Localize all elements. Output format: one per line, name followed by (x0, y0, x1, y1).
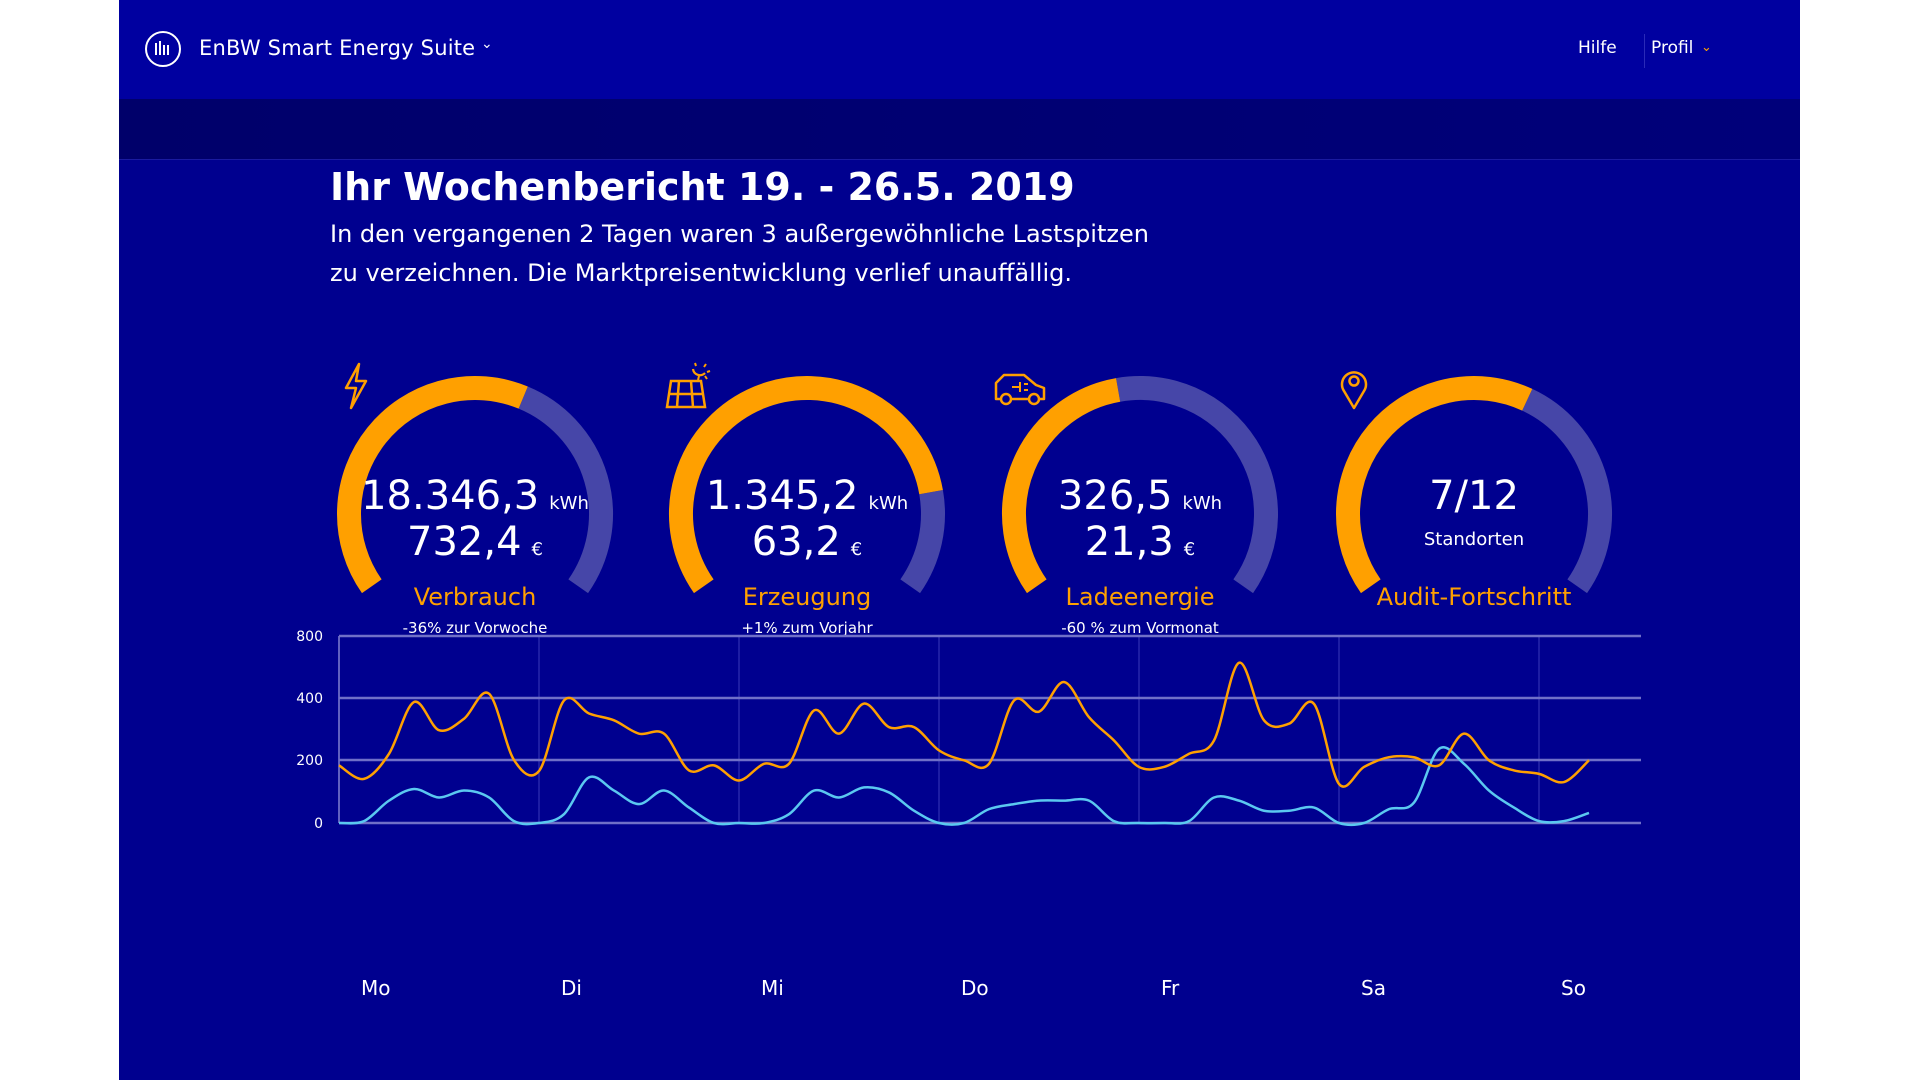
x-tick-label: So (1561, 976, 1586, 1000)
gauge-track (900, 490, 945, 594)
gauge-fill (1002, 378, 1121, 594)
gauge-fill (1336, 376, 1533, 594)
gauge-ladeenergie[interactable]: 326,5 kWh 21,3 € Ladeenergie -60 % zum Vor… (990, 361, 1290, 701)
gauge-fill (669, 376, 943, 594)
lightning-icon (344, 362, 368, 410)
gauge-fill (337, 376, 528, 594)
gauge-label: Ladeenergie (1065, 583, 1215, 611)
gauge-label: Audit-Fortschritt (1376, 583, 1572, 611)
summary-line: zu verzeichnen. Die Marktpreisentwicklun… (330, 259, 1072, 287)
profile-menu[interactable]: Profil (1651, 38, 1694, 58)
energy-value: 1.345,2 kWh (705, 473, 909, 519)
gauge-arc (337, 376, 613, 594)
summary-line: In den vergangenen 2 Tagen waren 3 außer… (330, 220, 1149, 248)
x-tick-label: Sa (1361, 976, 1386, 1000)
solar-panel-icon (665, 362, 711, 409)
chevron-down-icon[interactable]: ⌄ (481, 36, 493, 52)
x-tick-label: Fr (1161, 976, 1180, 1000)
gauge-erzeugung[interactable]: 1.345,2 kWh 63,2 € Erzeugung +1% zum Vorja… (657, 361, 957, 701)
energy-value: 326,5 kWh (1057, 473, 1223, 519)
x-tick-label: Di (561, 976, 582, 1000)
series-line-0 (338, 661, 1590, 788)
gauge-label: Verbrauch (413, 583, 537, 611)
gauge-change: +1% zum Vorjahr (741, 619, 873, 637)
gauge-change: -36% zur Vorwoche (402, 619, 548, 637)
gauge-track (518, 386, 613, 594)
app-switcher[interactable]: EnBW Smart Energy Suite (199, 36, 476, 60)
y-tick-label: 0 (314, 816, 323, 832)
top-navbar: EnBW Smart Energy Suite ⌄ Hilfe Profil ⌄ (119, 0, 1800, 99)
gauge-arc (1336, 376, 1612, 594)
y-tick-label: 200 (296, 753, 323, 769)
location-pin-icon (1340, 371, 1368, 410)
enbw-logo-icon[interactable] (144, 30, 182, 68)
gauge-verbrauch[interactable]: 18.346,3 kWh 732,4 € Verbrauch -36% zur Vo… (325, 361, 625, 701)
gauge-audit[interactable]: 7/12 Standorten Audit-Fortschritt (1324, 361, 1624, 701)
y-tick-label: 400 (296, 691, 323, 707)
subheader-band (119, 99, 1800, 160)
x-tick-label: Do (961, 976, 989, 1000)
chevron-down-icon[interactable]: ⌄ (1701, 40, 1712, 55)
series-line-1 (338, 746, 1590, 827)
audit-progress-value: 7/12 (1429, 473, 1519, 519)
report-summary: In den vergangenen 2 Tagen waren 3 außer… (330, 215, 1230, 293)
y-tick-label: 800 (296, 629, 323, 645)
cost-value: 732,4 € (407, 519, 543, 565)
gauge-change: -60 % zum Vormonat (1061, 619, 1219, 637)
x-tick-label: Mi (761, 976, 784, 1000)
electric-car-icon (994, 373, 1046, 406)
app-frame: EnBW Smart Energy Suite ⌄ Hilfe Profil ⌄… (119, 0, 1800, 1080)
help-link[interactable]: Hilfe (1578, 38, 1617, 58)
gauge-label: Erzeugung (742, 583, 872, 611)
page-title: Ihr Wochenbericht 19. - 26.5. 2019 (330, 165, 1075, 209)
cost-value: 63,2 € (751, 519, 863, 565)
energy-value: 18.346,3 kWh (361, 473, 589, 519)
gauge-track (1116, 376, 1278, 594)
cost-value: 21,3 € (1084, 519, 1196, 565)
audit-progress-unit: Standorten (1423, 529, 1525, 550)
x-tick-label: Mo (361, 976, 391, 1000)
load-chart: 0 200 400 800 Mo Di Mi Do Fr Sa So (296, 629, 1641, 1000)
divider (1644, 34, 1645, 68)
gauge-track (1521, 388, 1612, 594)
gauge-arc (669, 376, 945, 594)
gauge-arc (1002, 376, 1278, 594)
